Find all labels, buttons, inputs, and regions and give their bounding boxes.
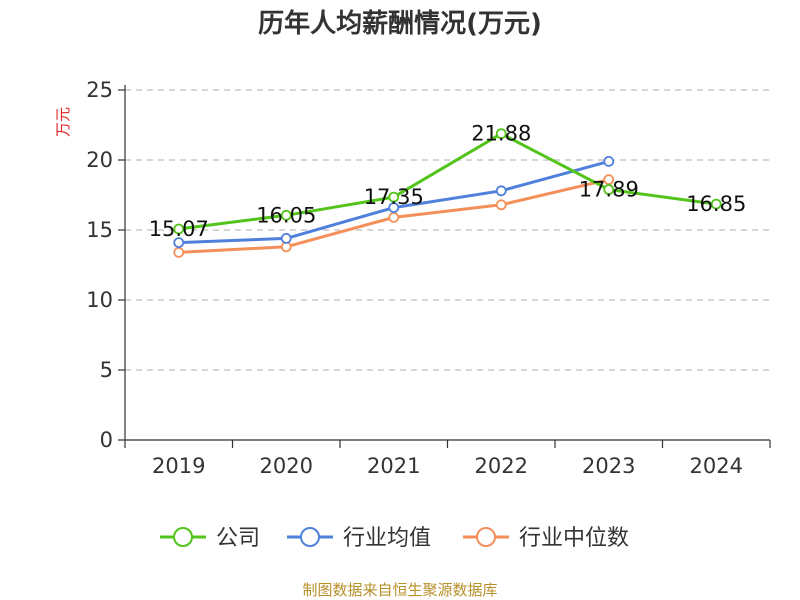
legend-item-1[interactable]: 行业均值 <box>287 526 431 551</box>
data-point-0-0 <box>173 223 185 235</box>
legend-item-0[interactable]: 公司 <box>160 526 260 551</box>
data-point-1-3 <box>495 185 507 197</box>
x-tick-label-3: 2022 <box>475 454 528 478</box>
data-label-3: 21.88 <box>471 122 531 146</box>
y-tick-label-0: 0 <box>100 428 113 452</box>
x-tick-label-5: 2024 <box>690 454 743 478</box>
y-tick-label-1: 5 <box>100 358 113 382</box>
series-1 <box>173 155 615 249</box>
data-label-5: 16.85 <box>686 192 746 216</box>
x-tick-label-1: 2020 <box>260 454 313 478</box>
data-labels: 15.07 16.05 17.35 21.88 17.89 16.85 <box>149 122 747 241</box>
data-point-0-5 <box>710 198 722 210</box>
series-2 <box>173 174 615 258</box>
legend-label-0: 公司 <box>216 526 260 551</box>
data-point-0-3 <box>495 128 507 140</box>
data-label-1: 16.05 <box>256 203 316 227</box>
legend-marker-0 <box>173 527 193 547</box>
legend-marker-2 <box>476 527 496 547</box>
data-point-1-0 <box>173 237 185 249</box>
y-axis-ticks: 0 5 10 15 20 25 <box>86 78 113 452</box>
data-label-2: 17.35 <box>364 185 424 209</box>
legend-label-2: 行业中位数 <box>519 526 629 551</box>
x-axis-ticks: 2019 2020 2021 2022 2023 2024 <box>152 454 743 478</box>
data-point-2-3 <box>495 199 507 211</box>
data-point-1-1 <box>280 232 292 244</box>
series-0 <box>173 128 722 235</box>
data-point-2-4 <box>603 174 615 186</box>
legend: 公司 行业均值 行业中位数 <box>160 526 629 551</box>
data-label-4: 17.89 <box>579 178 639 202</box>
data-point-0-1 <box>280 209 292 221</box>
legend-marker-1 <box>300 527 320 547</box>
legend-label-1: 行业均值 <box>343 526 431 551</box>
x-tick-label-2: 2021 <box>367 454 420 478</box>
axes <box>118 85 771 448</box>
data-point-0-4 <box>603 184 615 195</box>
data-point-2-2 <box>388 211 400 223</box>
data-label-0: 15.07 <box>149 217 209 241</box>
data-point-1-2 <box>388 202 400 214</box>
data-point-0-2 <box>388 191 400 203</box>
series-line-0 <box>178 132 717 231</box>
data-point-2-0 <box>173 246 185 258</box>
y-axis-label: 万元 <box>54 107 72 137</box>
x-tick-label-0: 2019 <box>152 454 205 478</box>
y-tick-label-4: 20 <box>86 148 113 172</box>
data-point-1-4 <box>603 155 615 167</box>
chart-title: 历年人均薪酬情况(万元) <box>258 8 542 39</box>
legend-item-2[interactable]: 行业中位数 <box>463 526 629 551</box>
source-note: 制图数据来自恒生聚源数据库 <box>302 581 497 599</box>
y-tick-label-2: 10 <box>86 288 113 312</box>
gridlines <box>125 89 770 371</box>
y-tick-label-5: 25 <box>86 78 113 102</box>
y-tick-label-3: 15 <box>86 218 113 242</box>
series-group <box>173 128 722 258</box>
x-tick-label-4: 2023 <box>582 454 635 478</box>
